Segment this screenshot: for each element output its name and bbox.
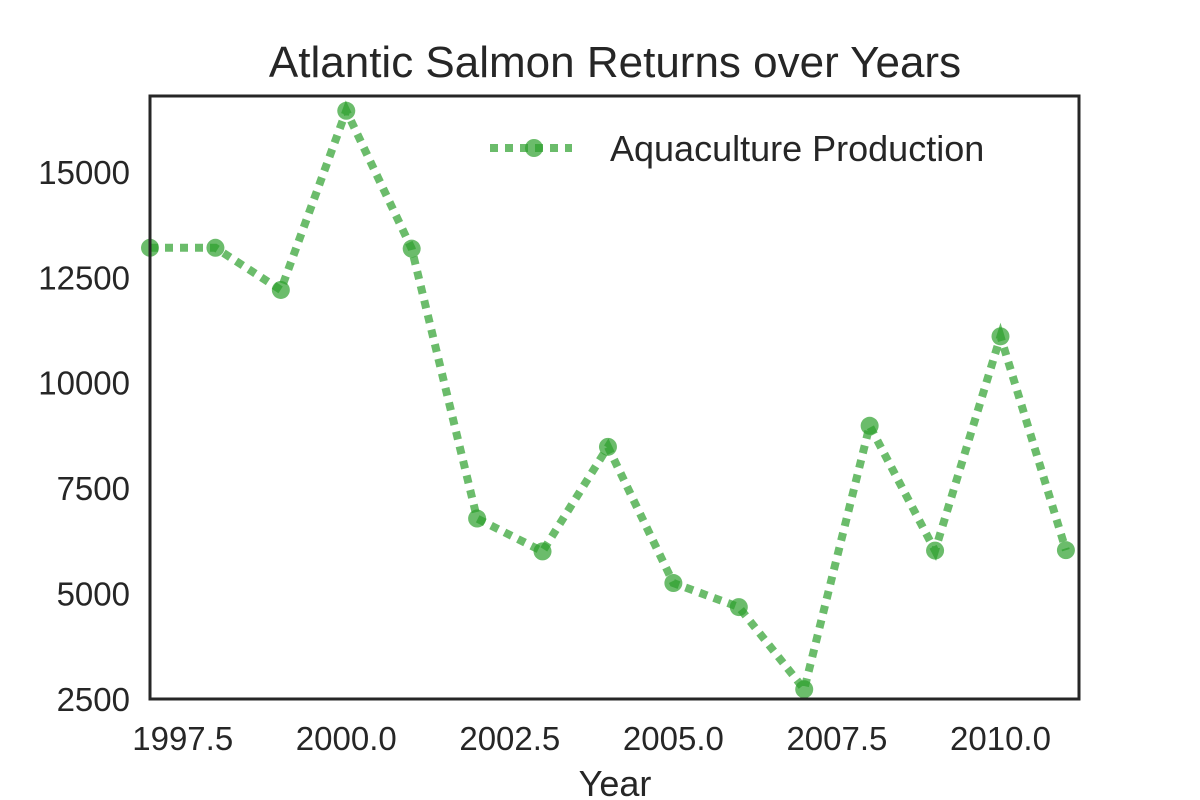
data-point	[860, 416, 879, 435]
data-point	[271, 280, 290, 299]
y-tick-label: 5000	[57, 576, 130, 613]
data-point	[533, 542, 552, 561]
data-point	[337, 101, 356, 120]
x-axis: 1997.5 2000.0 2002.5 2005.0 2007.5 2010.0	[132, 720, 1051, 757]
series-line	[150, 100, 1070, 699]
data-point	[1056, 541, 1075, 560]
y-tick-label: 2500	[57, 681, 130, 718]
plot-frame	[148, 94, 1081, 701]
y-tick-label: 15000	[38, 154, 130, 191]
y-tick-label: 10000	[38, 365, 130, 402]
x-axis-label: Year	[579, 763, 652, 800]
data-point	[598, 437, 617, 456]
chart-title: Atlantic Salmon Returns over Years	[269, 38, 961, 87]
legend-marker	[525, 139, 543, 157]
data-point	[926, 541, 945, 560]
data-point	[795, 680, 814, 699]
x-tick-label: 2010.0	[950, 720, 1051, 757]
series-layer	[141, 100, 1075, 699]
data-point	[402, 239, 421, 258]
data-point	[206, 238, 225, 257]
data-point	[664, 574, 683, 593]
x-tick-label: 2002.5	[459, 720, 560, 757]
y-tick-label: 7500	[57, 470, 130, 507]
x-tick-label: 2005.0	[623, 720, 724, 757]
y-axis: 2500 5000 7500 10000 12500 15000	[38, 154, 130, 718]
x-tick-label: 2007.5	[786, 720, 887, 757]
legend-label: Aquaculture Production	[610, 128, 984, 169]
legend: Aquaculture Production	[490, 128, 984, 169]
x-tick-label: 1997.5	[132, 720, 233, 757]
data-point	[991, 327, 1010, 346]
data-point	[468, 509, 487, 528]
data-point	[729, 598, 748, 617]
x-tick-label: 2000.0	[296, 720, 397, 757]
y-tick-label: 12500	[38, 259, 130, 296]
